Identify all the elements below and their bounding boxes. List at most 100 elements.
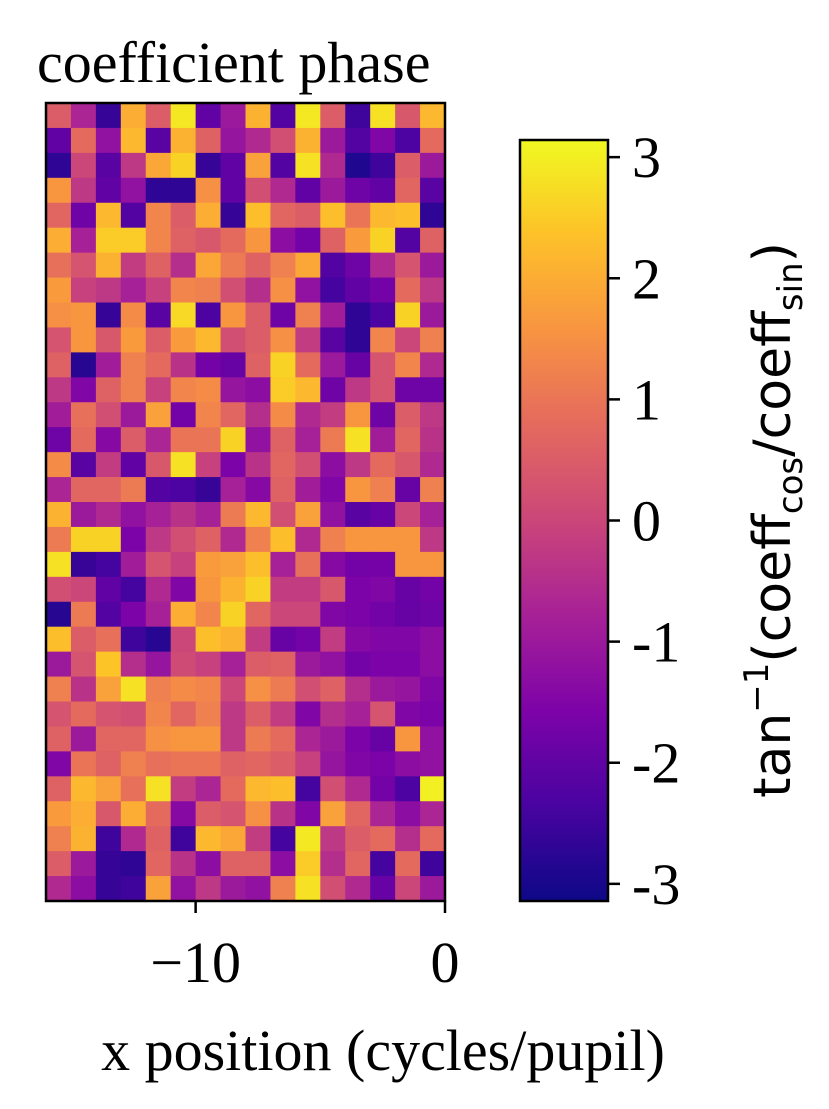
heatmap-cell [46, 701, 72, 728]
heatmap-cell [95, 701, 122, 728]
heatmap-cell [420, 801, 446, 827]
heatmap-cell [145, 352, 172, 378]
heatmap-cell [370, 626, 396, 653]
heatmap-cell [120, 377, 147, 403]
heatmap-cell [395, 277, 421, 304]
colorbar-label-sub-sin: sin [771, 262, 811, 311]
heatmap-cell [320, 152, 346, 179]
heatmap-cell [70, 277, 97, 304]
heatmap-cell [345, 402, 371, 428]
heatmap-cell [345, 103, 371, 129]
heatmap-cell [95, 327, 122, 353]
heatmap-cell [145, 626, 172, 653]
heatmap-cell [420, 751, 446, 777]
heatmap-cell [270, 277, 296, 304]
heatmap-cell [320, 502, 346, 528]
heatmap-cell [395, 202, 421, 229]
heatmap-cell [195, 327, 222, 353]
heatmap-cell [395, 551, 421, 578]
heatmap-cell [245, 402, 272, 428]
heatmap-cell [195, 851, 222, 877]
heatmap-cell [345, 876, 371, 902]
heatmap-cell [320, 776, 346, 802]
heatmap-cell [395, 452, 421, 478]
heatmap-cell [395, 826, 421, 852]
heatmap-cell [95, 801, 122, 827]
heatmap-cell [395, 127, 421, 154]
heatmap-cell [120, 701, 147, 728]
heatmap-cell [320, 651, 346, 678]
heatmap-cell [270, 876, 296, 902]
heatmap-cell [245, 277, 272, 304]
heatmap-cell [46, 302, 72, 329]
heatmap-cell [320, 801, 346, 827]
heatmap-cell [195, 402, 222, 428]
heatmap-cell [195, 227, 222, 254]
heatmap-cell [220, 776, 247, 802]
heatmap-cell [395, 177, 421, 204]
heatmap-cell [295, 152, 321, 179]
heatmap-cell [420, 776, 446, 802]
heatmap-cell [245, 876, 272, 902]
colorbar-tick-label: 0 [632, 489, 661, 554]
heatmap-cell [345, 526, 371, 553]
heatmap-cell [120, 402, 147, 428]
heatmap-cell [195, 876, 222, 902]
heatmap-cell [295, 127, 321, 154]
heatmap-cell [195, 776, 222, 802]
heatmap-cell [345, 202, 371, 229]
heatmap-cell [345, 726, 371, 752]
heatmap-cell [70, 103, 97, 129]
heatmap-cell [345, 352, 371, 378]
heatmap-cell [95, 601, 122, 628]
heatmap-cell [370, 103, 396, 129]
heatmap-cell [395, 252, 421, 279]
heatmap-cell [320, 851, 346, 877]
heatmap-cell [370, 127, 396, 154]
heatmap-cell [270, 252, 296, 279]
heatmap-cell [145, 302, 172, 329]
heatmap-cell [420, 377, 446, 403]
heatmap-cell [420, 252, 446, 279]
heatmap-cell [320, 427, 346, 453]
heatmap-cell [95, 576, 122, 603]
heatmap-cell [245, 726, 272, 752]
heatmap-cell [145, 252, 172, 279]
heatmap-cell [370, 826, 396, 852]
heatmap-cell [270, 327, 296, 353]
heatmap-cell [195, 103, 222, 129]
heatmap-cell [145, 676, 172, 703]
heatmap-cell [70, 252, 97, 279]
heatmap-cell [395, 726, 421, 752]
heatmap-cell [145, 152, 172, 179]
heatmap-cell [70, 327, 97, 353]
heatmap-cell [46, 402, 72, 428]
heatmap-cell [370, 801, 396, 827]
heatmap-cell [295, 776, 321, 802]
heatmap-cell [120, 427, 147, 453]
heatmap-cell [70, 302, 97, 329]
heatmap-cell [220, 227, 247, 254]
heatmap-cell [245, 576, 272, 603]
heatmap-cell [70, 726, 97, 752]
heatmap-cell [170, 551, 197, 578]
heatmap-cell [195, 676, 222, 703]
heatmap-cell [95, 177, 122, 204]
heatmap-cell [320, 551, 346, 578]
heatmap-cell [145, 576, 172, 603]
heatmap-cell [245, 851, 272, 877]
heatmap-cell [295, 801, 321, 827]
heatmap-cell [270, 601, 296, 628]
heatmap-cell [120, 302, 147, 329]
heatmap-cell [220, 352, 247, 378]
heatmap-cell [370, 327, 396, 353]
heatmap-cell [420, 726, 446, 752]
heatmap-cell [95, 626, 122, 653]
heatmap-cell [295, 601, 321, 628]
heatmap-cell [270, 626, 296, 653]
heatmap-cell [120, 601, 147, 628]
heatmap-cell [95, 377, 122, 403]
heatmap-cell [245, 551, 272, 578]
heatmap-cell [70, 701, 97, 728]
x-tick-label: −10 [150, 930, 241, 995]
